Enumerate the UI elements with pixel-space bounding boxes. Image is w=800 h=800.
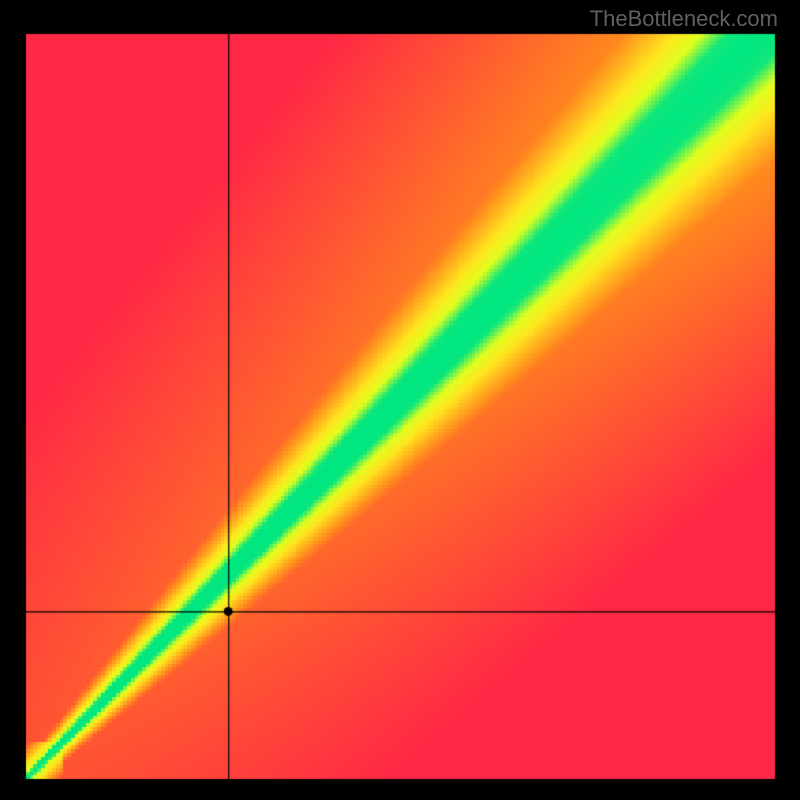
heatmap-canvas [0, 0, 800, 800]
watermark-label: TheBottleneck.com [590, 6, 778, 32]
chart-container: TheBottleneck.com [0, 0, 800, 800]
